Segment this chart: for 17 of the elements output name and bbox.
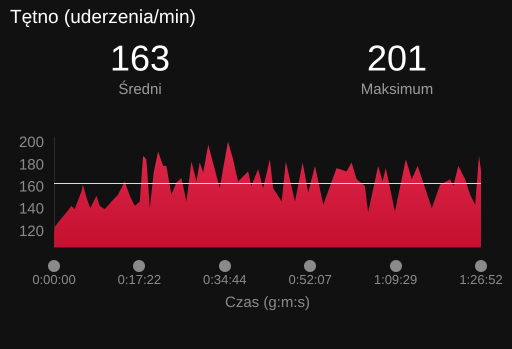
text: Maksimum — [360, 81, 434, 98]
x-tick-label: 0:00:00 — [32, 272, 76, 287]
y-tick-label: 200 — [18, 134, 44, 152]
x-tick-label: 0:17:22 — [118, 272, 162, 287]
chart-title: Tętno (uderzenia/min) — [10, 7, 196, 28]
text: 201 — [366, 38, 428, 78]
y-tick-label: 140 — [18, 200, 44, 218]
x-tick-label: 1:26:52 — [459, 272, 503, 287]
y-tick-label: 120 — [18, 222, 44, 240]
y-tick-label: 180 — [18, 156, 44, 174]
x-tick-label: 0:34:44 — [203, 272, 246, 287]
x-tick-label: 0:52:07 — [288, 272, 332, 287]
y-tick-label: 160 — [18, 178, 44, 196]
text: Średni — [118, 80, 162, 98]
x-axis-title: Czas (g:m:s) — [224, 294, 310, 311]
x-tick-label: 1:09:29 — [374, 272, 418, 287]
text: 163 — [110, 38, 170, 78]
